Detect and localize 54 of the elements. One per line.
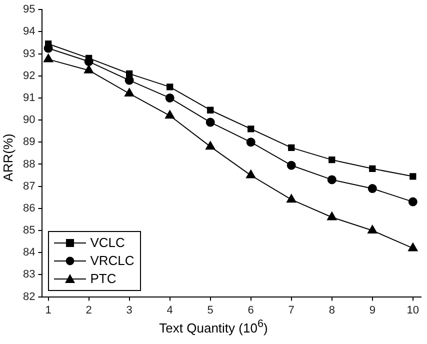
point (286, 194, 296, 203)
point (124, 88, 134, 97)
point (408, 197, 418, 206)
y-tick-label: 85 (22, 224, 36, 237)
y-tick-label: 88 (22, 158, 36, 170)
y-tick-label: 84 (22, 246, 36, 259)
y-tick-label: 95 (22, 4, 36, 16)
y-tick-label: 82 (22, 290, 36, 303)
x-tick-label: 2 (86, 304, 92, 316)
point (206, 141, 216, 150)
point (410, 173, 416, 180)
y-tick-label: 89 (22, 136, 36, 148)
legend-label: VCLC (90, 235, 125, 250)
legend-label: PTC (90, 271, 116, 286)
x-tick-label: 5 (207, 304, 214, 316)
x-tick-label: 7 (288, 304, 294, 316)
point (248, 126, 254, 132)
legend-label: VRCLC (90, 253, 134, 268)
point (246, 138, 256, 147)
point (43, 54, 54, 62)
point (368, 225, 378, 234)
point (165, 110, 175, 119)
y-tick-label: 83 (22, 268, 36, 281)
point (126, 70, 133, 77)
point (368, 184, 377, 194)
point (166, 84, 174, 90)
y-tick-label: 92 (22, 70, 36, 82)
x-axis-title: Text Quantity (10$^{6}$) (158, 318, 269, 336)
y-tick-label: 93 (22, 48, 36, 60)
point (84, 64, 94, 74)
y-axis-title: ARR(%) (0, 132, 16, 184)
point (288, 144, 295, 152)
point (369, 165, 376, 172)
point (246, 170, 256, 178)
point (286, 160, 296, 170)
point (327, 175, 336, 184)
x-tick-label: 4 (166, 304, 173, 316)
point (206, 118, 215, 127)
x-tick-label: 8 (328, 304, 335, 316)
y-tick-label: 91 (22, 92, 36, 104)
y-tick-label: 94 (22, 26, 36, 38)
y-tick-label: 90 (22, 114, 36, 126)
x-tick-label: 3 (126, 304, 132, 316)
point (408, 242, 418, 252)
x-tick-label: 9 (369, 304, 376, 316)
y-tick-label: 86 (22, 202, 36, 214)
x-tick-label: 6 (248, 304, 254, 316)
x-tick-label: 10 (406, 304, 420, 316)
point (207, 106, 214, 114)
y-tick-label: 87 (22, 180, 36, 192)
point (165, 93, 174, 102)
point (328, 156, 336, 164)
point (327, 212, 337, 220)
x-tick-label: 1 (45, 304, 52, 316)
